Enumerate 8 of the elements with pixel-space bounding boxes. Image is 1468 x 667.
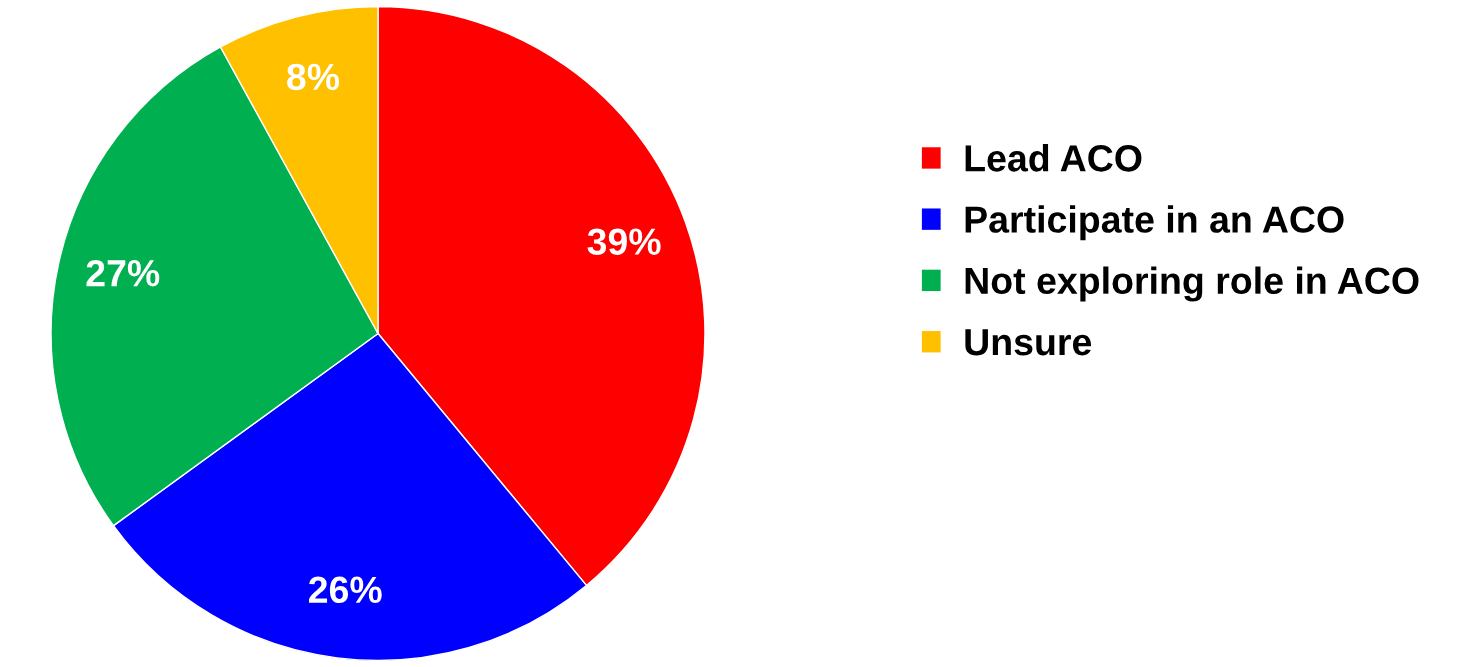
data-label: 26%: [309, 576, 382, 604]
legend-label: Lead ACO: [965, 144, 1142, 172]
legend-label: Participate in an ACO: [965, 205, 1344, 241]
data-label: 8%: [287, 63, 340, 91]
data-label: 27%: [86, 259, 160, 287]
data-label: 39%: [587, 228, 661, 256]
legend-label: Unsure: [965, 329, 1092, 356]
legend-label: Not exploring role in ACO: [965, 266, 1419, 302]
